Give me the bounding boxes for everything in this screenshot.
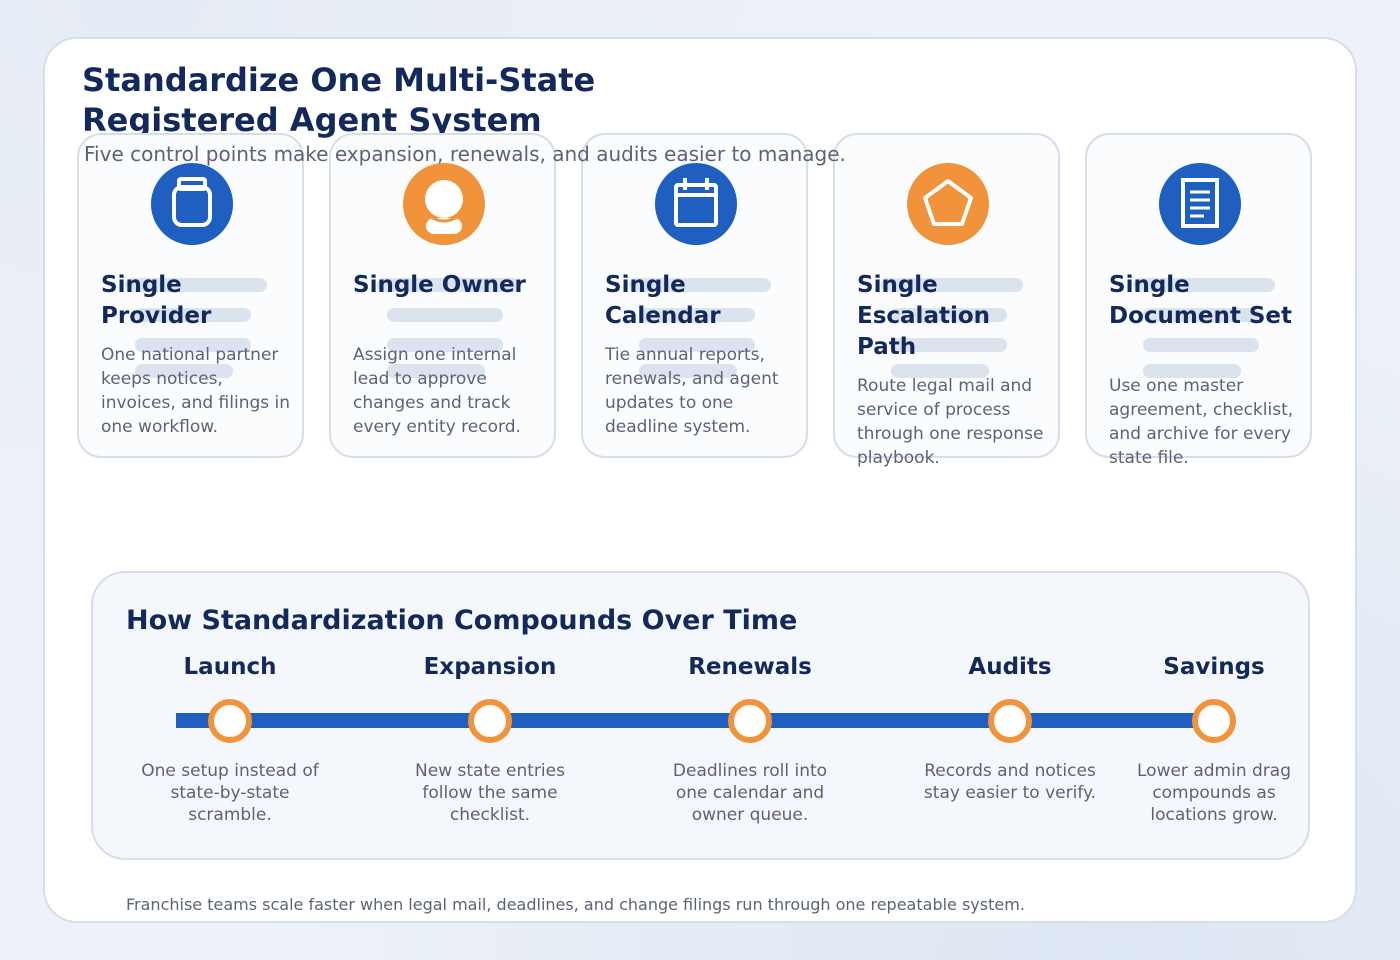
stage-description-launch: One setup instead of state-by-state scra… [141,761,319,825]
decorative-bar [387,364,485,378]
control-point-card: Single Owner Assign one internal lead to… [329,133,556,458]
calendar-icon [655,163,737,245]
control-point-card: Single Calendar Tie annual reports, rene… [581,133,808,458]
card-description: Use one master agreement, checklist, and… [1109,376,1294,468]
card-description: Tie annual reports, renewals, and agent … [605,345,779,437]
decorative-bar [377,278,519,292]
document-icon [1159,163,1241,245]
decorative-bar [891,338,1007,352]
page-title: Standardize One Multi-State Registered A… [82,61,596,139]
stage-label-savings: Savings [1163,654,1265,680]
card-title: Single Escalation Path [857,272,991,360]
page-subtitle: Five control points make expansion, rene… [84,142,846,166]
timeline-node-audits [988,699,1032,743]
card-description: Assign one internal lead to approve chan… [353,345,521,437]
timeline-track [176,713,1216,728]
control-point-card: Single Escalation Path Route legal mail … [833,133,1060,468]
decorative-bar [1143,364,1241,378]
stage-label-expansion: Expansion [423,654,557,680]
decorative-bar [135,364,233,378]
decorative-bar [135,338,251,352]
stage-description-renewals: Deadlines roll into one calendar and own… [672,761,828,825]
decorative-bar [639,364,737,378]
decorative-bar [881,278,1023,292]
card-description: Route legal mail and service of process … [857,376,1044,468]
stage-label-renewals: Renewals [688,654,812,680]
decorative-bar [629,278,771,292]
control-point-card: Single Document Set Use one master agree… [1085,133,1312,468]
decorative-bar [891,364,989,378]
decorative-bar [387,308,503,322]
stage-description-savings: Lower admin drag compounds as locations … [1137,761,1291,825]
decorative-bar [1143,308,1259,322]
stage-label-audits: Audits [968,654,1052,680]
timeline-node-savings [1192,699,1236,743]
decorative-bar [1143,338,1259,352]
card-description: One national partner keeps notices, invo… [101,345,291,437]
timeline-node-renewals [728,699,772,743]
jar-icon [151,163,233,245]
control-point-card: Single Provider One national partner kee… [77,133,304,458]
decorative-bar [891,308,1007,322]
decorative-bar [135,308,251,322]
stage-description-expansion: New state entries follow the same checkl… [415,761,565,825]
stage-description-audits: Records and notices stay easier to verif… [923,761,1097,803]
card-title: Single Owner [353,272,526,298]
decorative-bar [125,278,267,292]
timeline-node-launch [208,699,252,743]
footer-note: Franchise teams scale faster when legal … [126,895,1025,914]
card-title: Single Calendar [605,272,721,329]
pentagon-icon [907,163,989,245]
stage-label-launch: Launch [183,654,277,680]
decorative-bar [387,338,503,352]
card-title: Single Document Set [1109,272,1293,329]
person-icon [403,163,485,245]
timeline-node-expansion [468,699,512,743]
decorative-bar [639,308,755,322]
decorative-bar [639,338,755,352]
timeline-title: How Standardization Compounds Over Time [126,605,798,636]
card-title: Single Provider [101,272,212,329]
decorative-bar [1133,278,1275,292]
